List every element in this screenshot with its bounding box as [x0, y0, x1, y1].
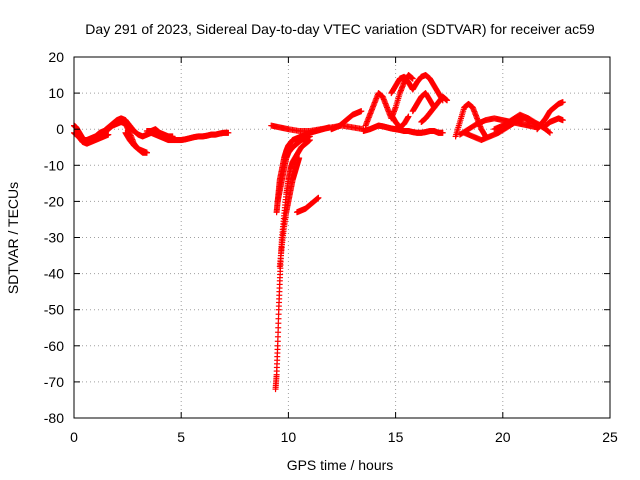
- y-tick-label: -30: [44, 230, 64, 246]
- data-point: [315, 194, 322, 201]
- data-point: [306, 133, 313, 140]
- data-point: [439, 129, 446, 136]
- x-tick-label: 25: [602, 429, 618, 445]
- y-tick-label: -70: [44, 374, 64, 390]
- data-point: [296, 155, 303, 162]
- x-tick-label: 20: [495, 429, 511, 445]
- ticks: 0 5 10 15 20 25 -80 -70 -60 -50 -40 -30 -20 -10 0 10 20: [44, 49, 618, 445]
- y-tick-label: 20: [48, 49, 64, 65]
- data-points: [71, 72, 566, 393]
- chart-title: Day 291 of 2023, Sidereal Day-to-day VTE…: [85, 21, 595, 37]
- data-point: [545, 128, 552, 135]
- x-tick-label: 10: [281, 429, 297, 445]
- grid: [74, 57, 610, 418]
- data-point: [409, 75, 416, 82]
- data-point: [541, 125, 548, 132]
- data-point: [559, 99, 566, 106]
- data-point: [405, 113, 412, 120]
- x-tick-label: 0: [70, 429, 78, 445]
- y-tick-label: -50: [44, 302, 64, 318]
- y-tick-label: -40: [44, 266, 64, 282]
- x-tick-label: 15: [388, 429, 404, 445]
- y-tick-label: 0: [56, 121, 64, 137]
- y-tick-label: 10: [48, 85, 64, 101]
- x-axis-title: GPS time / hours: [287, 457, 394, 473]
- y-tick-label: -60: [44, 338, 64, 354]
- y-tick-label: -10: [44, 157, 64, 173]
- data-point: [358, 108, 365, 115]
- y-tick-label: -20: [44, 193, 64, 209]
- data-point: [169, 133, 176, 140]
- data-point: [143, 149, 150, 156]
- y-axis-title: SDTVAR / TECUs: [5, 182, 21, 294]
- x-tick-label: 5: [177, 429, 185, 445]
- data-point: [546, 129, 553, 136]
- data-point: [225, 129, 232, 136]
- data-point: [444, 97, 451, 104]
- data-point: [559, 117, 566, 124]
- y-tick-label: -80: [44, 410, 64, 426]
